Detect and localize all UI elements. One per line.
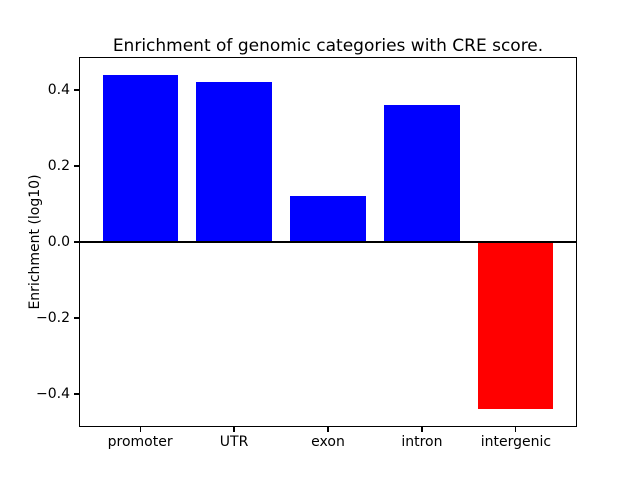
y-tick-mark xyxy=(74,393,79,395)
y-tick-label: 0.0 xyxy=(47,234,70,250)
y-tick-label: −0.2 xyxy=(36,310,70,327)
chart-title: Enrichment of genomic categories with CR… xyxy=(112,36,544,56)
zero-line xyxy=(79,240,577,244)
x-tick-mark xyxy=(515,427,517,432)
y-tick-label: 0.4 xyxy=(47,81,70,98)
bar-promoter xyxy=(102,74,178,242)
bar-intergenic xyxy=(478,242,554,410)
x-tick-label: exon xyxy=(311,434,345,450)
y-tick-mark xyxy=(74,165,79,167)
y-tick-label: 0.2 xyxy=(47,157,70,174)
bar-exon xyxy=(290,196,366,242)
x-tick-label: promoter xyxy=(107,434,173,450)
x-tick-label: UTR xyxy=(219,434,249,450)
bar-UTR xyxy=(196,82,272,242)
x-tick-mark xyxy=(139,427,141,432)
x-tick-label: intergenic xyxy=(480,434,552,450)
x-tick-mark xyxy=(233,427,235,432)
x-tick-mark xyxy=(421,427,423,432)
y-tick-mark xyxy=(74,89,79,91)
plot-area: −0.4 −0.2 0.0 0.2 0.4 promoter UTR exon intron in… xyxy=(36,57,577,450)
bar-intron xyxy=(384,105,460,242)
x-tick-mark xyxy=(327,427,329,432)
y-tick-label: −0.4 xyxy=(36,386,70,403)
y-tick-mark xyxy=(74,317,79,319)
y-tick-mark xyxy=(74,241,79,243)
x-tick-label: intron xyxy=(401,434,443,450)
